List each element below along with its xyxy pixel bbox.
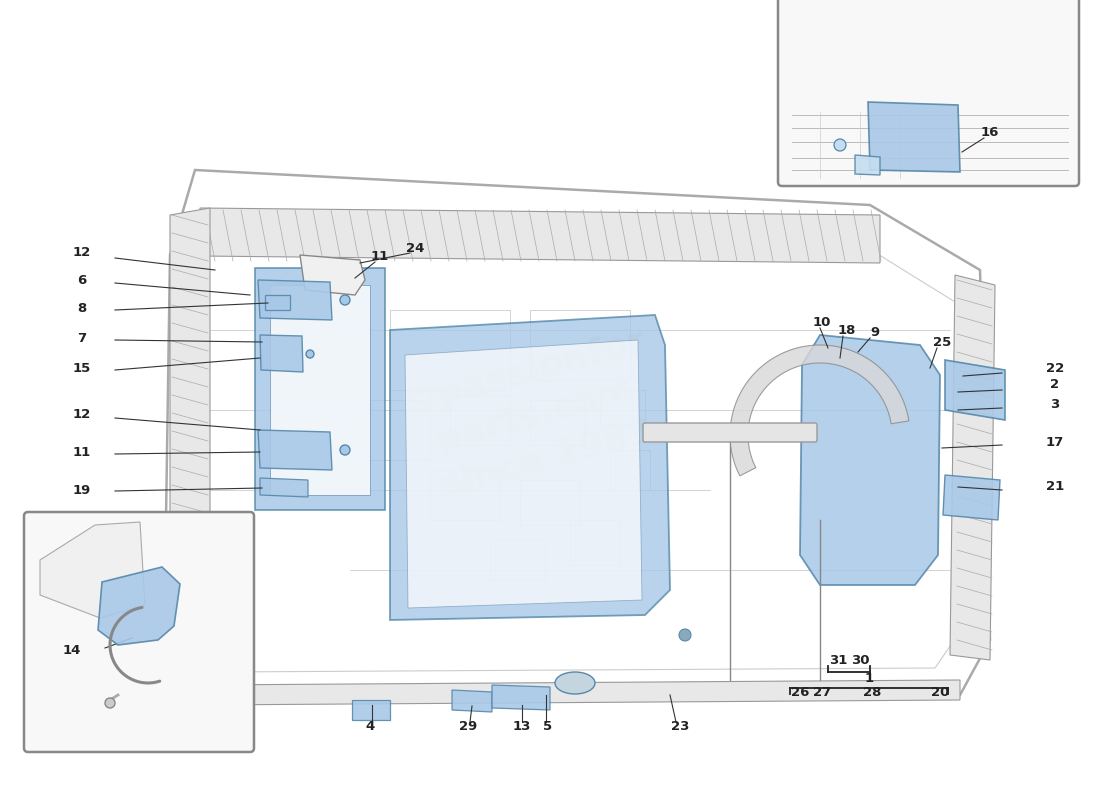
Ellipse shape bbox=[556, 672, 595, 694]
Text: 15: 15 bbox=[73, 362, 91, 374]
Polygon shape bbox=[260, 335, 302, 372]
Polygon shape bbox=[943, 475, 1000, 520]
Polygon shape bbox=[98, 567, 180, 645]
Text: 12: 12 bbox=[73, 409, 91, 422]
Bar bbox=[600, 390, 645, 425]
Text: 26: 26 bbox=[791, 686, 810, 698]
Bar bbox=[450, 395, 510, 445]
Bar bbox=[570, 520, 620, 565]
Polygon shape bbox=[950, 275, 996, 660]
Polygon shape bbox=[258, 430, 332, 470]
Polygon shape bbox=[868, 102, 960, 172]
Text: 12: 12 bbox=[73, 246, 91, 259]
Text: 7: 7 bbox=[77, 331, 87, 345]
Bar bbox=[520, 480, 580, 525]
Polygon shape bbox=[300, 255, 365, 295]
Bar bbox=[350, 400, 430, 460]
Polygon shape bbox=[258, 280, 332, 320]
Polygon shape bbox=[265, 295, 290, 310]
Text: ©passionfor
parts.com
since 1983: ©passionfor parts.com since 1983 bbox=[398, 323, 672, 507]
Polygon shape bbox=[452, 690, 492, 712]
Text: 17: 17 bbox=[1046, 435, 1064, 449]
Text: 24: 24 bbox=[406, 242, 425, 254]
Polygon shape bbox=[270, 285, 370, 495]
Text: 16: 16 bbox=[981, 126, 999, 139]
Polygon shape bbox=[800, 335, 940, 585]
Text: 11: 11 bbox=[73, 446, 91, 458]
Text: 11: 11 bbox=[371, 250, 389, 263]
Text: 23: 23 bbox=[671, 721, 690, 734]
Text: 31: 31 bbox=[828, 654, 847, 666]
Polygon shape bbox=[352, 700, 390, 720]
Polygon shape bbox=[200, 208, 880, 263]
Text: 20: 20 bbox=[931, 686, 949, 698]
Polygon shape bbox=[492, 685, 550, 710]
Text: 8: 8 bbox=[77, 302, 87, 314]
FancyBboxPatch shape bbox=[24, 512, 254, 752]
Bar bbox=[610, 450, 650, 490]
Polygon shape bbox=[200, 680, 960, 705]
Text: 9: 9 bbox=[870, 326, 880, 338]
Polygon shape bbox=[730, 345, 909, 476]
Text: 13: 13 bbox=[513, 721, 531, 734]
Bar bbox=[490, 540, 544, 580]
Text: 1: 1 bbox=[865, 671, 873, 685]
Text: 21: 21 bbox=[1046, 481, 1064, 494]
Circle shape bbox=[306, 350, 313, 358]
Polygon shape bbox=[945, 360, 1005, 420]
Text: 18: 18 bbox=[838, 323, 856, 337]
Text: 22: 22 bbox=[1046, 362, 1064, 374]
Text: 6: 6 bbox=[77, 274, 87, 286]
Polygon shape bbox=[40, 522, 145, 618]
Bar bbox=[530, 310, 630, 380]
Text: 2: 2 bbox=[1050, 378, 1059, 391]
Polygon shape bbox=[260, 478, 308, 497]
Polygon shape bbox=[390, 315, 670, 620]
Text: 19: 19 bbox=[73, 483, 91, 497]
Bar bbox=[530, 400, 585, 445]
Polygon shape bbox=[855, 155, 880, 175]
Text: 27: 27 bbox=[813, 686, 832, 698]
Text: 5: 5 bbox=[543, 721, 552, 734]
Polygon shape bbox=[405, 340, 642, 608]
Text: 3: 3 bbox=[1050, 398, 1059, 411]
Polygon shape bbox=[255, 268, 385, 510]
Text: 10: 10 bbox=[813, 315, 832, 329]
Circle shape bbox=[104, 698, 116, 708]
Text: 29: 29 bbox=[459, 721, 477, 734]
FancyBboxPatch shape bbox=[644, 423, 817, 442]
Text: 25: 25 bbox=[933, 337, 952, 350]
Text: 30: 30 bbox=[850, 654, 869, 666]
Circle shape bbox=[340, 445, 350, 455]
FancyBboxPatch shape bbox=[778, 0, 1079, 186]
Circle shape bbox=[834, 139, 846, 151]
Bar bbox=[390, 310, 510, 390]
Bar bbox=[430, 470, 500, 520]
Text: 28: 28 bbox=[862, 686, 881, 698]
Text: 4: 4 bbox=[365, 721, 375, 734]
Polygon shape bbox=[170, 208, 210, 700]
Text: 14: 14 bbox=[63, 643, 81, 657]
Circle shape bbox=[679, 629, 691, 641]
Circle shape bbox=[340, 295, 350, 305]
